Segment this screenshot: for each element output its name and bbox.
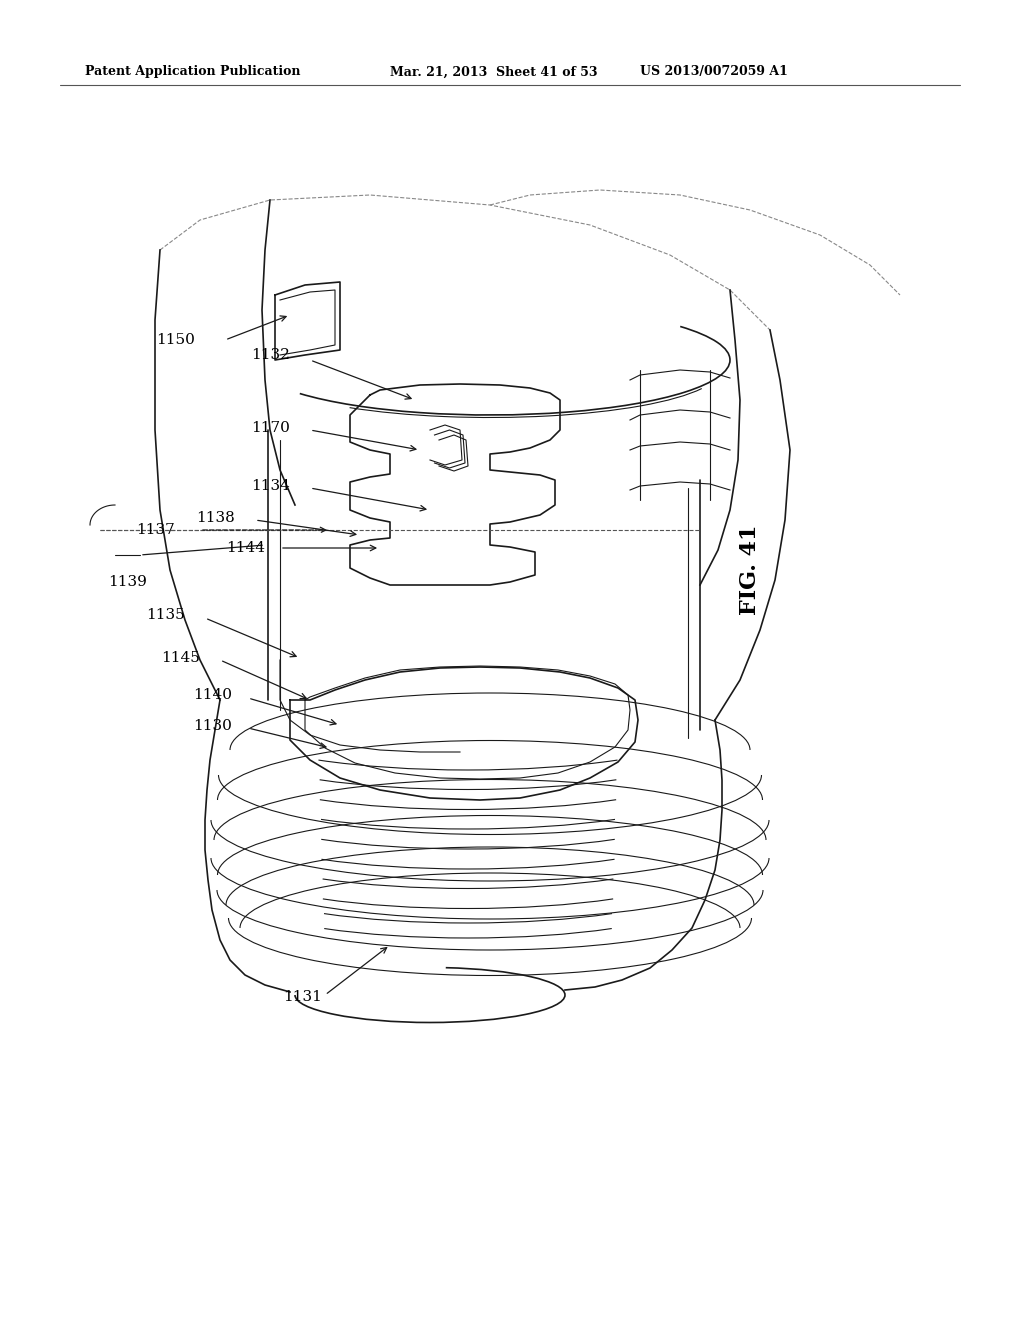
Text: 1134: 1134 [251,479,290,492]
Text: 1130: 1130 [194,719,232,733]
Text: 1132: 1132 [251,348,290,362]
Text: 1131: 1131 [283,990,322,1005]
Text: Mar. 21, 2013  Sheet 41 of 53: Mar. 21, 2013 Sheet 41 of 53 [390,66,597,78]
Text: 1135: 1135 [146,609,185,622]
Text: FIG. 41: FIG. 41 [739,525,761,615]
Text: 1137: 1137 [136,523,175,537]
Text: 1140: 1140 [193,688,232,702]
Text: 1150: 1150 [156,333,195,347]
Text: 1139: 1139 [108,576,146,589]
Text: Patent Application Publication: Patent Application Publication [85,66,300,78]
Text: 1170: 1170 [251,421,290,436]
Text: 1145: 1145 [161,651,200,665]
Text: 1138: 1138 [197,511,234,525]
Text: 1144: 1144 [226,541,265,554]
Text: US 2013/0072059 A1: US 2013/0072059 A1 [640,66,787,78]
